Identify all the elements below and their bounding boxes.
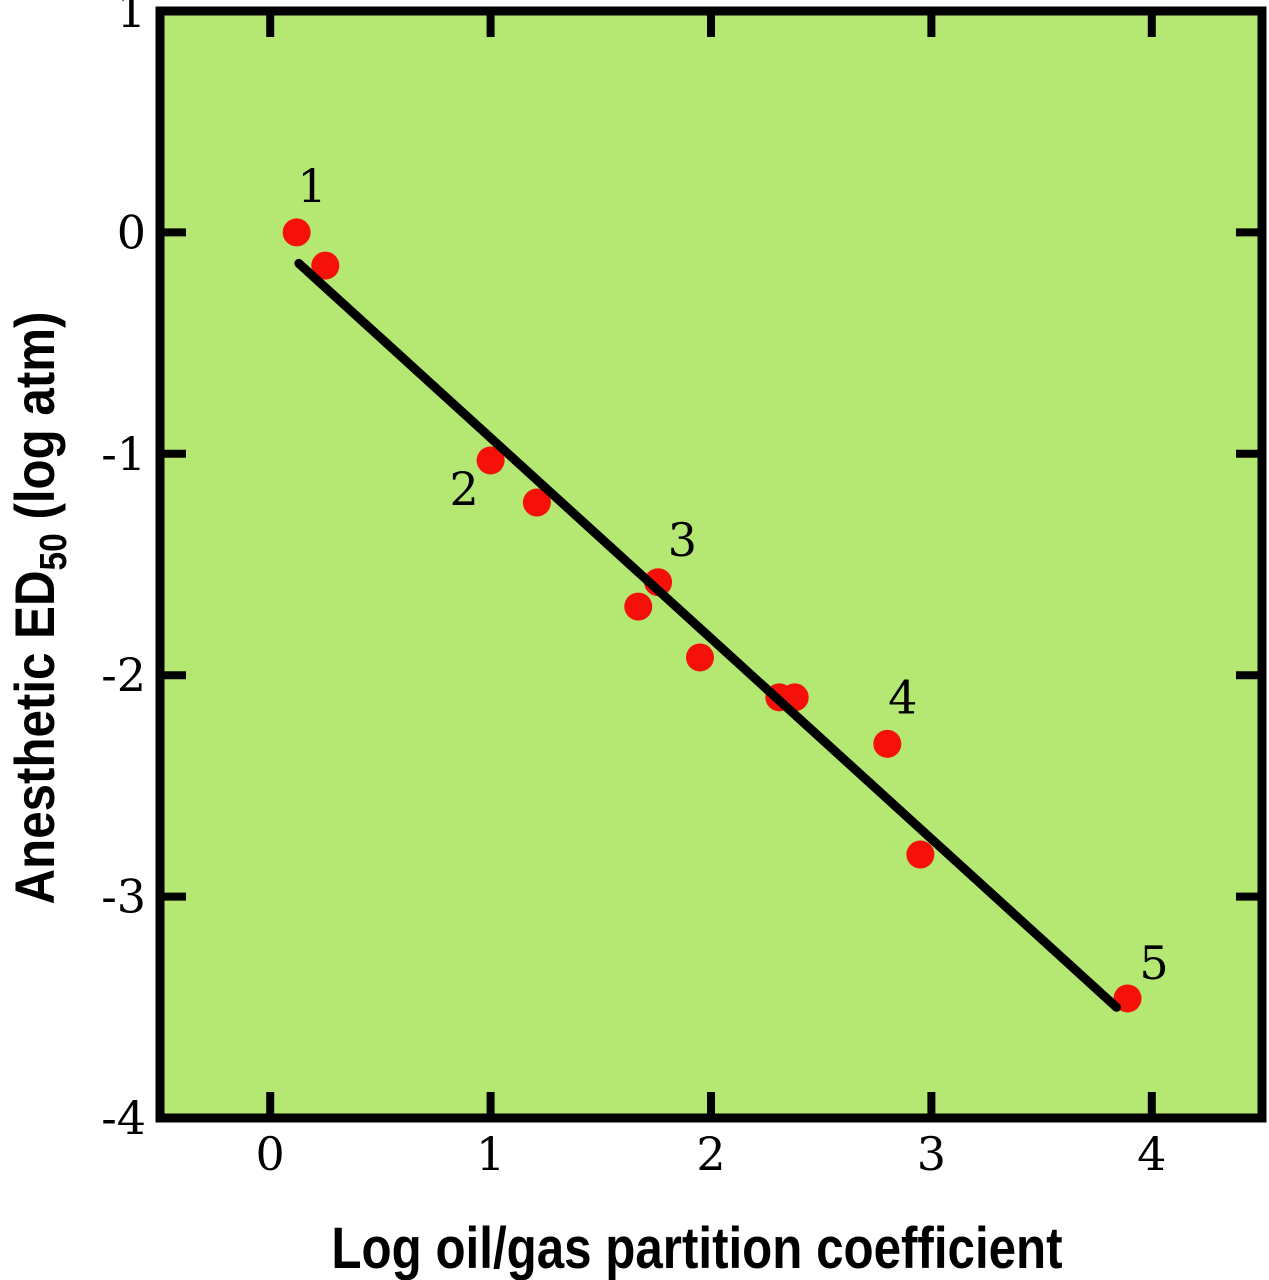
point-number-label-5: 5 [1139,936,1168,990]
data-point [522,488,551,517]
data-point [282,218,311,247]
data-point [873,729,902,758]
data-point [476,446,505,475]
y-tick-label--2: -2 [101,648,146,702]
x-tick-label-3: 3 [917,1127,946,1181]
y-axis-title: Anesthetic ED50 (log atm) [4,312,74,905]
x-tick-label-4: 4 [1137,1127,1166,1181]
point-number-label-3: 3 [668,513,697,567]
point-number-label-1: 1 [297,159,326,213]
data-point [624,592,653,621]
x-tick-label-1: 1 [476,1127,505,1181]
y-tick-label-1: 1 [117,0,146,38]
y-tick-label--4: -4 [101,1091,146,1145]
y-tick-label--3: -3 [101,870,146,924]
y-title-units: (log atm) [4,312,67,534]
point-number-label-2: 2 [450,462,479,516]
data-point [906,840,935,869]
y-title-main: Anesthetic ED [4,570,67,904]
x-axis-title: Log oil/gas partition coefficient [331,1216,1062,1280]
data-point [311,251,340,280]
plot-area [155,6,1267,1123]
x-tick-label-2: 2 [696,1127,725,1181]
y-title-subscript: 50 [32,533,74,570]
y-tick-label-0: 0 [117,205,146,259]
data-point [685,643,714,672]
regression-line [294,258,1122,1012]
point-number-label-4: 4 [888,670,917,724]
x-axis-title-text: Log oil/gas partition coefficient [331,1216,1062,1280]
x-tick-label-0: 0 [256,1127,285,1181]
y-tick-label--1: -1 [101,427,146,481]
y-axis-title-text: Anesthetic ED50 (log atm) [4,312,74,905]
